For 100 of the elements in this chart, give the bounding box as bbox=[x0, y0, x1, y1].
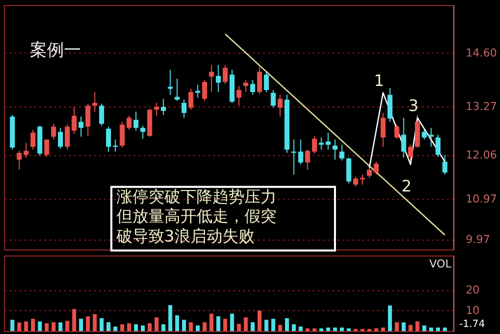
candlestick bbox=[120, 121, 125, 148]
bar bbox=[319, 328, 324, 332]
candlestick bbox=[394, 124, 400, 140]
bar bbox=[374, 328, 378, 332]
candlestick bbox=[202, 79, 208, 102]
bar bbox=[415, 321, 420, 332]
y-tick-label: 9.97 bbox=[466, 232, 490, 246]
bar bbox=[216, 316, 220, 332]
y-tick-label: 12.06 bbox=[466, 148, 498, 162]
candlestick bbox=[380, 112, 386, 148]
bar bbox=[244, 317, 248, 332]
candlestick bbox=[51, 123, 56, 140]
candlestick bbox=[243, 79, 248, 92]
candlestick bbox=[408, 144, 414, 162]
bar bbox=[346, 328, 351, 332]
candlestick bbox=[360, 174, 365, 186]
y-tick-label: 10 bbox=[466, 304, 480, 318]
bar bbox=[148, 323, 152, 332]
bar bbox=[223, 318, 228, 332]
bar bbox=[10, 320, 14, 332]
bar bbox=[154, 317, 159, 332]
bar bbox=[264, 320, 268, 332]
bar bbox=[298, 326, 303, 332]
bar bbox=[312, 328, 316, 332]
bar bbox=[161, 324, 166, 332]
bar bbox=[86, 316, 90, 332]
candlestick bbox=[339, 144, 344, 161]
bar bbox=[175, 315, 180, 332]
candlestick bbox=[222, 64, 228, 84]
annotation: 1 bbox=[374, 70, 384, 90]
bar bbox=[38, 321, 42, 332]
y-tick-label: 13.27 bbox=[466, 100, 498, 113]
candlestick bbox=[126, 115, 132, 130]
y-tick-label: 20 bbox=[466, 284, 480, 297]
y-tick-label: 10.97 bbox=[466, 192, 498, 206]
bar bbox=[394, 322, 399, 332]
bar bbox=[236, 324, 241, 332]
bar bbox=[408, 324, 413, 332]
candlestick bbox=[312, 135, 317, 154]
bar bbox=[292, 324, 296, 332]
bar bbox=[24, 321, 28, 332]
candlestick bbox=[353, 176, 358, 188]
bar bbox=[422, 326, 426, 332]
bar bbox=[196, 326, 200, 332]
annotation: 3 bbox=[408, 96, 419, 115]
bar bbox=[58, 322, 62, 332]
bar bbox=[100, 318, 104, 332]
bar bbox=[340, 328, 344, 332]
bar bbox=[429, 328, 434, 332]
bar bbox=[79, 318, 84, 332]
candlestick bbox=[133, 111, 138, 132]
candlestick bbox=[264, 71, 269, 92]
candlestick bbox=[44, 139, 50, 158]
bar bbox=[127, 323, 132, 332]
candlestick bbox=[99, 103, 104, 126]
bar bbox=[140, 326, 145, 332]
bar bbox=[52, 322, 56, 332]
candlestick bbox=[140, 125, 146, 140]
text: -1.74 bbox=[459, 319, 485, 330]
candlestick bbox=[387, 87, 392, 122]
candlestick bbox=[195, 84, 200, 98]
candlestick bbox=[305, 149, 310, 170]
candlestick bbox=[250, 79, 256, 96]
bar bbox=[188, 322, 193, 332]
bar bbox=[65, 320, 70, 332]
bar bbox=[367, 328, 372, 332]
bar bbox=[333, 328, 338, 332]
candlestick bbox=[236, 85, 242, 106]
bar bbox=[168, 305, 172, 332]
candlestick bbox=[332, 139, 338, 160]
candlestick bbox=[24, 142, 29, 158]
candlestick bbox=[168, 69, 173, 96]
bar bbox=[388, 306, 392, 332]
bar bbox=[134, 324, 138, 332]
bar bbox=[202, 322, 207, 332]
candlestick bbox=[436, 134, 440, 158]
candlestick bbox=[278, 94, 283, 118]
candlestick bbox=[30, 129, 36, 150]
candlestick bbox=[401, 117, 406, 158]
candlestick bbox=[346, 157, 352, 184]
bar bbox=[354, 328, 358, 332]
candlestick bbox=[442, 154, 448, 176]
bar bbox=[106, 322, 110, 332]
bar bbox=[436, 328, 440, 332]
bar bbox=[230, 314, 234, 332]
annotation: 2 bbox=[402, 176, 412, 196]
candlestick bbox=[188, 88, 194, 110]
candlestick bbox=[106, 126, 111, 152]
bar bbox=[250, 322, 255, 332]
bar bbox=[182, 320, 186, 332]
candlestick bbox=[112, 139, 118, 152]
bar bbox=[284, 318, 289, 332]
bar bbox=[120, 324, 124, 332]
bar bbox=[360, 328, 364, 332]
candlestick bbox=[208, 64, 214, 92]
bar bbox=[306, 328, 310, 332]
candlestick bbox=[78, 116, 84, 138]
bar bbox=[278, 324, 282, 332]
annotation: 涨停突破下降趋势压力但放量高开低走，假突破导致3浪启动失败 bbox=[115, 186, 276, 246]
bar bbox=[381, 328, 386, 332]
